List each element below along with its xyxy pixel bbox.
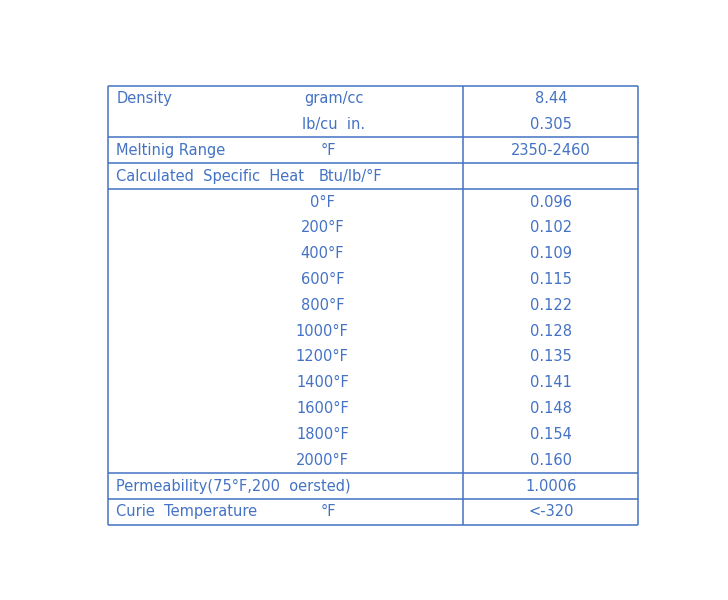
Text: <-320: <-320: [528, 505, 574, 520]
Text: 1000°F: 1000°F: [296, 323, 349, 338]
Text: 1.0006: 1.0006: [525, 479, 577, 494]
Text: 2000°F: 2000°F: [296, 453, 349, 468]
Text: Meltinig Range: Meltinig Range: [116, 143, 226, 158]
Text: 200°F: 200°F: [301, 220, 344, 235]
Text: Density: Density: [116, 91, 173, 106]
Text: 0.128: 0.128: [530, 323, 571, 338]
Text: Curie  Temperature: Curie Temperature: [116, 505, 258, 520]
Text: Btu/lb/°F: Btu/lb/°F: [319, 169, 382, 184]
Text: 0.135: 0.135: [530, 349, 571, 364]
Text: °F: °F: [320, 143, 336, 158]
Text: Permeability(75°F,200  oersted): Permeability(75°F,200 oersted): [116, 479, 351, 494]
Text: 600°F: 600°F: [301, 272, 344, 287]
Text: 1800°F: 1800°F: [296, 427, 349, 442]
Text: 0.122: 0.122: [530, 298, 572, 313]
Text: 1400°F: 1400°F: [296, 375, 349, 390]
Text: 2350-2460: 2350-2460: [511, 143, 590, 158]
Text: 8.44: 8.44: [534, 91, 567, 106]
Text: gram/cc: gram/cc: [304, 91, 363, 106]
Text: 1600°F: 1600°F: [296, 401, 349, 416]
Text: 0.154: 0.154: [530, 427, 571, 442]
Text: 1200°F: 1200°F: [296, 349, 349, 364]
Text: Calculated  Specific  Heat: Calculated Specific Heat: [116, 169, 304, 184]
Text: 0.160: 0.160: [530, 453, 571, 468]
Text: 400°F: 400°F: [301, 246, 344, 261]
Text: °F: °F: [320, 505, 336, 520]
Text: 0.096: 0.096: [530, 194, 571, 209]
Text: 0.148: 0.148: [530, 401, 571, 416]
Text: 0.102: 0.102: [530, 220, 572, 235]
Text: lb/cu  in.: lb/cu in.: [302, 117, 365, 132]
Text: 0.305: 0.305: [530, 117, 571, 132]
Text: 0.109: 0.109: [530, 246, 571, 261]
Text: 0°F: 0°F: [310, 194, 335, 209]
Text: 800°F: 800°F: [301, 298, 344, 313]
Text: 0.141: 0.141: [530, 375, 571, 390]
Text: 0.115: 0.115: [530, 272, 571, 287]
